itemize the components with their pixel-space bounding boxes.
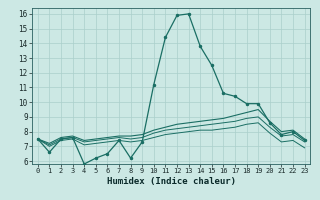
X-axis label: Humidex (Indice chaleur): Humidex (Indice chaleur) xyxy=(107,177,236,186)
